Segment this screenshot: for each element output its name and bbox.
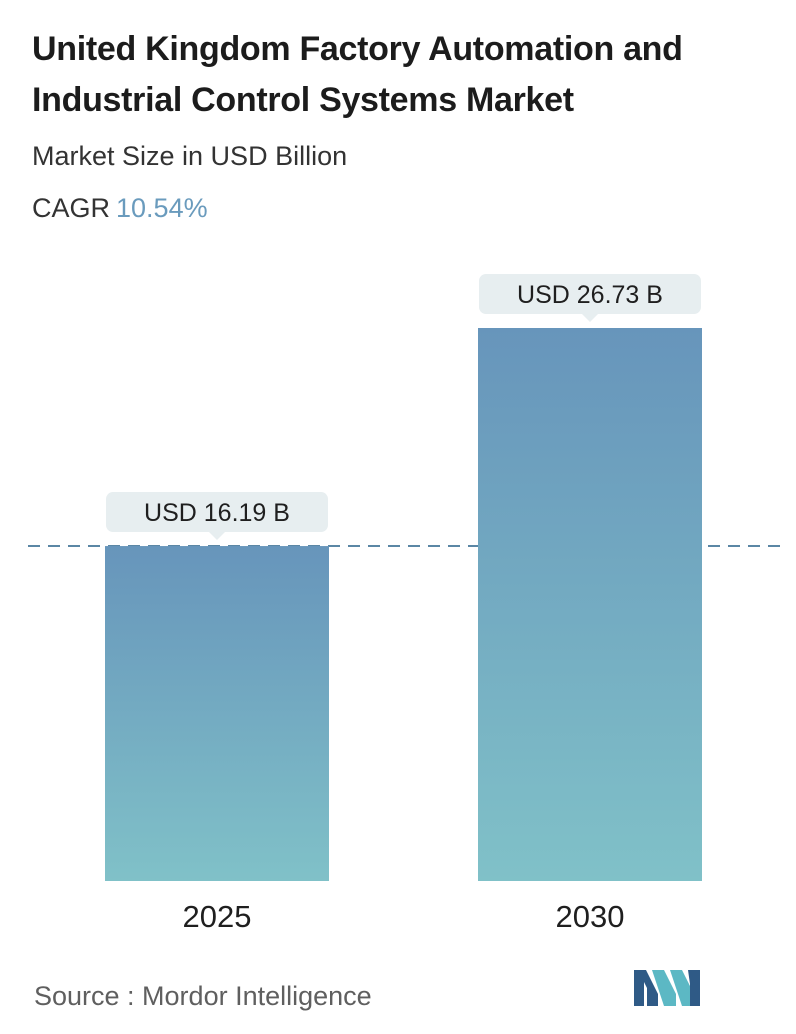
- value-labels-group: USD 16.19 B USD 26.73 B: [106, 274, 701, 541]
- cagr-row: CAGR 10.54%: [32, 190, 208, 226]
- value-label-pointer: [582, 314, 598, 322]
- value-label-text: USD 16.19 B: [144, 499, 290, 527]
- cagr-label: CAGR: [32, 193, 111, 223]
- bar-chart: USD 16.19 B USD 26.73 B 2025 2030: [28, 274, 782, 934]
- value-label-box: [106, 492, 328, 533]
- bar-2025: [105, 546, 329, 881]
- value-label-text: USD 26.73 B: [517, 281, 663, 309]
- value-label-2025: USD 16.19 B: [106, 492, 328, 541]
- mordor-intelligence-logo-icon: [634, 970, 700, 1006]
- value-label-box: [479, 274, 701, 314]
- cagr-value: 10.54%: [116, 193, 208, 223]
- chart-subtitle: Market Size in USD Billion: [32, 141, 348, 171]
- x-axis-ticks: 2025 2030: [183, 899, 625, 934]
- bar-2030: [478, 328, 702, 881]
- bars-group: [105, 328, 702, 881]
- source-note: Source : Mordor Intelligence: [34, 981, 372, 1011]
- chart-title: United Kingdom Factory Automation and In…: [32, 30, 683, 119]
- value-label-2030: USD 26.73 B: [479, 274, 701, 322]
- x-tick-label-2030: 2030: [556, 899, 625, 934]
- value-label-pointer: [209, 532, 225, 541]
- x-tick-label-2025: 2025: [183, 899, 252, 934]
